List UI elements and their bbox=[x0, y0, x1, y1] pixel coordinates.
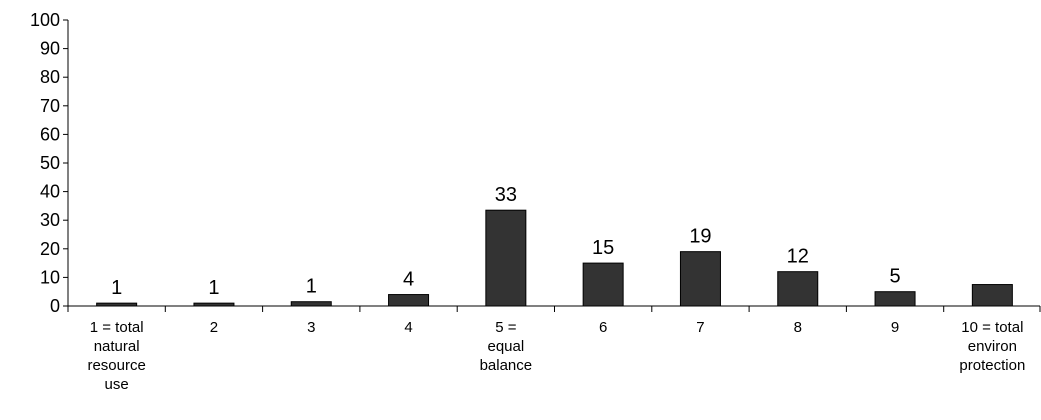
x-category-label: 1 = total natural resource use bbox=[87, 319, 145, 393]
data-label: 1 bbox=[111, 277, 122, 299]
x-category-label: 7 bbox=[696, 319, 704, 336]
bar bbox=[388, 294, 430, 307]
x-category-label-line: protection bbox=[959, 357, 1025, 374]
x-category-label-line: environ bbox=[968, 338, 1017, 355]
x-axis bbox=[67, 305, 1041, 312]
category-labels: 1 = total natural resource use 2 3 4 5 = equal ba… bbox=[87, 319, 1025, 393]
x-category-label-line: 6 bbox=[599, 319, 607, 336]
x-category-label: 2 bbox=[210, 319, 218, 336]
y-tick-label: 60 bbox=[40, 124, 60, 144]
bar bbox=[582, 262, 624, 307]
bar bbox=[290, 301, 332, 307]
bar bbox=[874, 291, 916, 307]
x-category-label-line: 4 bbox=[404, 319, 412, 336]
bars bbox=[96, 209, 1013, 307]
data-label: 5 bbox=[889, 266, 900, 288]
bar bbox=[971, 284, 1013, 307]
data-label: 4 bbox=[403, 269, 414, 291]
y-tick-label: 100 bbox=[30, 10, 60, 30]
y-tick-label: 70 bbox=[40, 96, 60, 116]
x-category-label: 3 bbox=[307, 319, 315, 336]
bar bbox=[679, 251, 721, 307]
data-label: 1 bbox=[306, 276, 317, 298]
bar bbox=[485, 209, 527, 307]
y-tick-label: 10 bbox=[40, 267, 60, 287]
x-category-label-line: 9 bbox=[891, 319, 899, 336]
y-tick-label: 90 bbox=[40, 39, 60, 59]
x-category-label-line: resource bbox=[87, 357, 145, 374]
y-axis: 0 10 20 30 40 50 60 70 80 90 100 bbox=[30, 10, 69, 316]
x-category-label-line: 1 = total bbox=[90, 319, 144, 336]
bar bbox=[96, 302, 138, 307]
x-category-label: 10 = total environ protection bbox=[959, 319, 1025, 374]
x-category-label: 9 bbox=[891, 319, 899, 336]
x-category-label-line: 10 = total bbox=[961, 319, 1023, 336]
y-tick-label: 0 bbox=[50, 296, 60, 316]
data-label: 1 bbox=[208, 277, 219, 299]
x-category-label-line: use bbox=[105, 376, 129, 393]
x-category-label-line: 5 = bbox=[495, 319, 517, 336]
x-category-label: 5 = equal balance bbox=[480, 319, 533, 374]
x-category-label-line: 8 bbox=[794, 319, 802, 336]
bar bbox=[777, 271, 819, 307]
data-label: 12 bbox=[787, 246, 809, 268]
x-category-label-line: equal bbox=[487, 338, 524, 355]
data-label: 33 bbox=[495, 184, 517, 206]
data-label: 15 bbox=[592, 237, 614, 259]
x-category-label-line: 3 bbox=[307, 319, 315, 336]
x-category-label: 8 bbox=[794, 319, 802, 336]
y-tick-label: 20 bbox=[40, 239, 60, 259]
x-category-label-line: 2 bbox=[210, 319, 218, 336]
y-tick-label: 40 bbox=[40, 182, 60, 202]
data-label: 19 bbox=[689, 226, 711, 248]
y-tick-label: 80 bbox=[40, 67, 60, 87]
x-category-label: 6 bbox=[599, 319, 607, 336]
y-tick-label: 50 bbox=[40, 153, 60, 173]
data-labels: 1 1 1 4 33 15 19 12 5 bbox=[111, 184, 901, 299]
x-category-label-line: 7 bbox=[696, 319, 704, 336]
y-tick-label: 30 bbox=[40, 210, 60, 230]
x-category-label-line: balance bbox=[480, 357, 533, 374]
bar bbox=[193, 302, 235, 307]
x-category-label: 4 bbox=[404, 319, 412, 336]
x-category-label-line: natural bbox=[94, 338, 140, 355]
